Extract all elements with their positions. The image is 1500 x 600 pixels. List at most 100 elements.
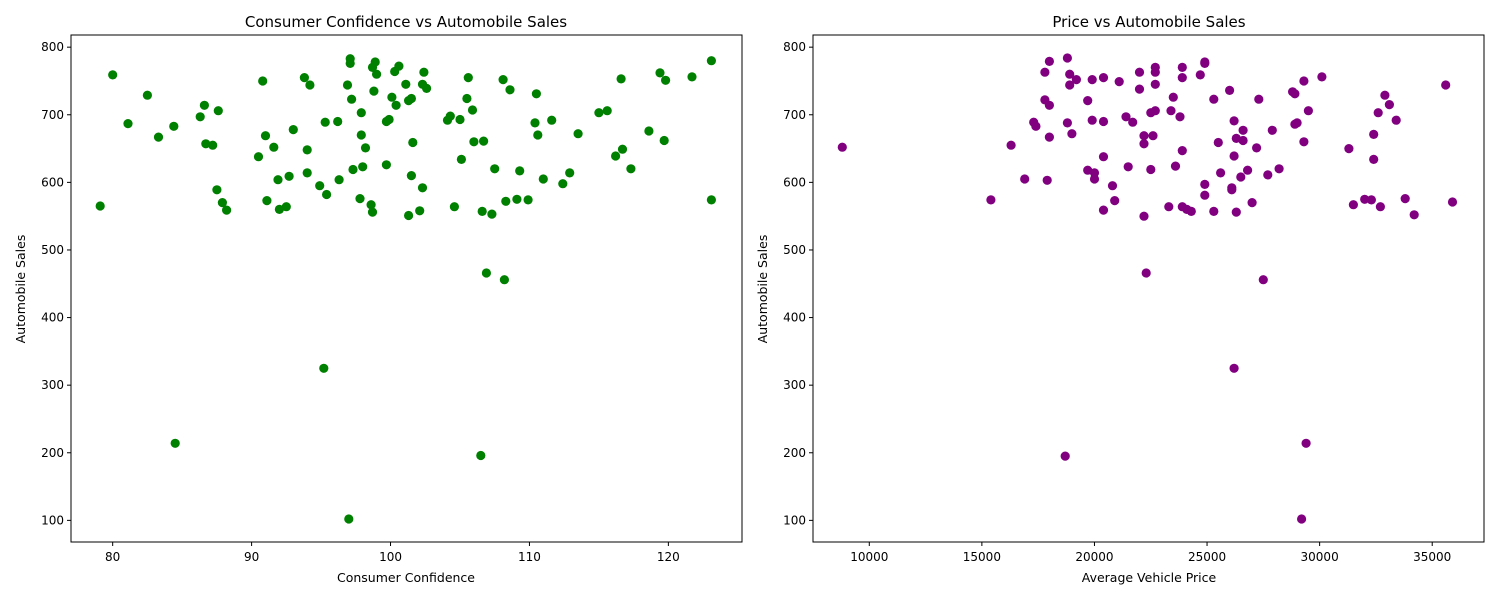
y-tick-label: 700 bbox=[41, 108, 64, 122]
data-point bbox=[333, 116, 343, 127]
data-point bbox=[1062, 53, 1072, 63]
data-point bbox=[1065, 69, 1075, 79]
data-point bbox=[1317, 72, 1327, 82]
data-point bbox=[445, 111, 455, 121]
data-point bbox=[370, 57, 380, 67]
data-point bbox=[358, 162, 368, 172]
data-point bbox=[344, 514, 354, 524]
data-point bbox=[273, 175, 283, 185]
data-point bbox=[1227, 183, 1237, 193]
data-point bbox=[499, 275, 509, 285]
data-point bbox=[381, 160, 391, 170]
data-point bbox=[1209, 94, 1219, 104]
x-tick-label: 15000 bbox=[963, 550, 1001, 564]
data-point bbox=[299, 73, 309, 83]
data-point bbox=[384, 114, 394, 125]
x-tick-label: 80 bbox=[105, 550, 120, 564]
data-point bbox=[1299, 76, 1309, 86]
scatter-points bbox=[95, 54, 717, 524]
data-point bbox=[1303, 106, 1313, 116]
data-point bbox=[616, 74, 626, 84]
data-point bbox=[169, 121, 179, 131]
data-point bbox=[387, 92, 397, 102]
data-point bbox=[1213, 137, 1223, 148]
y-tick-label: 400 bbox=[783, 311, 806, 325]
y-tick-label: 500 bbox=[783, 243, 806, 257]
data-point bbox=[476, 450, 486, 461]
data-point bbox=[523, 195, 533, 205]
data-point bbox=[1375, 202, 1385, 212]
data-point bbox=[1252, 143, 1262, 153]
data-point bbox=[1200, 57, 1210, 67]
data-point bbox=[356, 130, 366, 140]
data-point bbox=[1150, 106, 1160, 116]
y-tick-label: 600 bbox=[41, 175, 64, 189]
data-point bbox=[467, 105, 478, 115]
data-point bbox=[1195, 70, 1205, 80]
y-axis-ticks: 100 200 300 400 500 600 700 800 bbox=[41, 40, 71, 527]
y-tick-label: 300 bbox=[41, 378, 64, 392]
data-point bbox=[319, 363, 329, 373]
data-point bbox=[302, 145, 312, 155]
x-tick-label: 110 bbox=[518, 550, 541, 564]
data-point bbox=[1139, 211, 1149, 221]
data-point bbox=[469, 137, 479, 147]
data-point bbox=[1209, 206, 1219, 216]
y-tick-label: 700 bbox=[783, 108, 806, 122]
data-point bbox=[274, 204, 284, 214]
data-point bbox=[1031, 121, 1041, 131]
data-point bbox=[687, 72, 697, 82]
data-point bbox=[1216, 168, 1226, 178]
data-point bbox=[367, 207, 378, 217]
data-point bbox=[281, 202, 291, 212]
data-point bbox=[1087, 115, 1097, 125]
data-point bbox=[360, 143, 371, 153]
x-axis-ticks: 10000 15000 20000 25000 30000 35000 bbox=[850, 542, 1451, 564]
data-point bbox=[1186, 206, 1196, 216]
data-point bbox=[1134, 84, 1145, 94]
data-point bbox=[284, 171, 294, 181]
data-point bbox=[573, 129, 583, 139]
data-point bbox=[322, 189, 332, 200]
data-point bbox=[95, 201, 105, 211]
plot-frame bbox=[812, 34, 1485, 543]
data-point bbox=[1044, 100, 1054, 110]
data-point bbox=[1067, 129, 1077, 139]
data-point bbox=[490, 164, 500, 174]
data-point bbox=[1006, 140, 1016, 150]
data-point bbox=[288, 125, 298, 135]
data-point bbox=[477, 206, 487, 216]
data-point bbox=[1366, 195, 1376, 205]
x-tick-label: 90 bbox=[244, 550, 259, 564]
data-point bbox=[1164, 202, 1174, 212]
data-point bbox=[533, 130, 543, 140]
data-point bbox=[1044, 132, 1054, 142]
data-point bbox=[345, 58, 355, 68]
data-point bbox=[1098, 152, 1109, 162]
data-point bbox=[455, 114, 465, 125]
data-point bbox=[262, 196, 272, 206]
chart-price: Price vs Automobile Sales 10000 15000 2000… bbox=[755, 13, 1485, 585]
data-point bbox=[1148, 131, 1158, 141]
data-point bbox=[1098, 73, 1109, 83]
data-point bbox=[1065, 80, 1075, 90]
data-point bbox=[217, 198, 227, 208]
data-point bbox=[369, 86, 379, 96]
data-point bbox=[1139, 139, 1149, 149]
data-point bbox=[1042, 175, 1052, 185]
data-point bbox=[372, 69, 382, 79]
data-point bbox=[422, 83, 432, 93]
data-point bbox=[1110, 196, 1120, 206]
data-point bbox=[565, 168, 575, 178]
data-point bbox=[1360, 194, 1370, 204]
y-tick-label: 100 bbox=[783, 513, 806, 527]
data-point bbox=[463, 73, 473, 83]
data-point bbox=[406, 93, 416, 104]
data-point bbox=[611, 151, 621, 161]
y-axis-label: Automobile Sales bbox=[13, 235, 28, 344]
data-point bbox=[1200, 190, 1210, 200]
data-point bbox=[1247, 198, 1257, 208]
data-point bbox=[305, 80, 315, 90]
data-point bbox=[1062, 118, 1072, 128]
data-point bbox=[222, 205, 232, 215]
